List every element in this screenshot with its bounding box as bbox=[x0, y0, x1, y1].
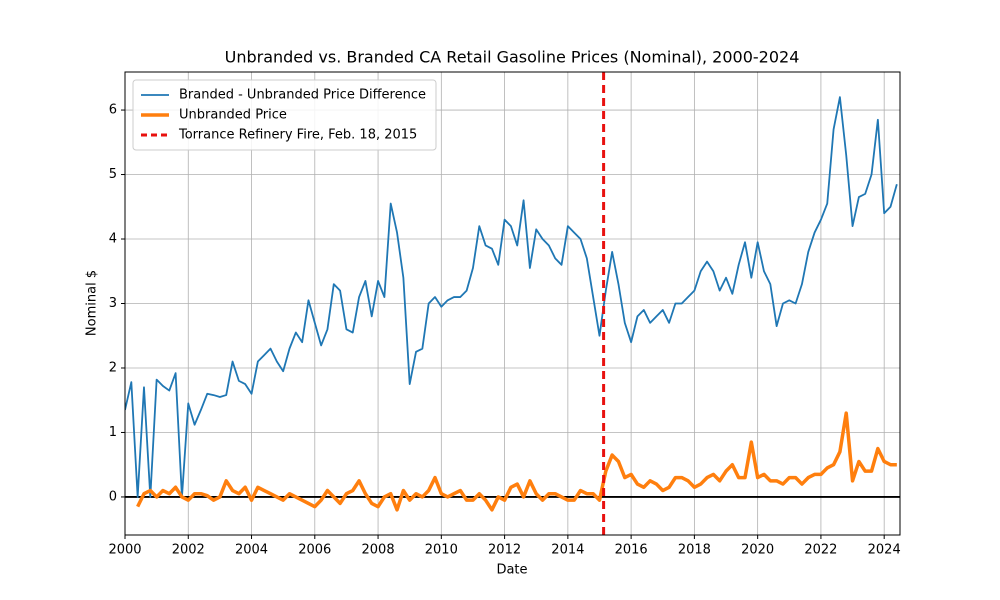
x-tick-label: 2006 bbox=[298, 543, 331, 558]
x-tick-label: 2024 bbox=[868, 543, 901, 558]
legend-label: Branded - Unbranded Price Difference bbox=[179, 88, 426, 103]
y-tick-label: 3 bbox=[109, 296, 117, 311]
y-tick-label: 5 bbox=[109, 167, 117, 182]
chart-title: Unbranded vs. Branded CA Retail Gasoline… bbox=[225, 48, 800, 67]
y-tick-label: 2 bbox=[109, 360, 117, 375]
x-tick-label: 2004 bbox=[235, 543, 268, 558]
x-tick-label: 2000 bbox=[108, 543, 141, 558]
x-axis-label: Date bbox=[496, 563, 527, 578]
x-tick-label: 2022 bbox=[804, 543, 837, 558]
x-tick-label: 2016 bbox=[615, 543, 648, 558]
legend-label: Unbranded Price bbox=[179, 108, 287, 123]
series-line bbox=[125, 96, 898, 498]
y-tick-label: 6 bbox=[109, 103, 117, 118]
y-tick-label: 4 bbox=[109, 232, 117, 247]
y-tick-label: 1 bbox=[109, 425, 117, 440]
x-tick-label: 2018 bbox=[678, 543, 711, 558]
series-line bbox=[136, 411, 897, 512]
x-tick-label: 2010 bbox=[425, 543, 458, 558]
legend-label: Torrance Refinery Fire, Feb. 18, 2015 bbox=[178, 128, 417, 143]
legend bbox=[132, 79, 437, 151]
y-axis-label: Nominal $ bbox=[85, 270, 100, 336]
x-tick-label: 2012 bbox=[488, 543, 521, 558]
x-tick-label: 2020 bbox=[741, 543, 774, 558]
x-tick-label: 2002 bbox=[172, 543, 205, 558]
y-tick-label: 0 bbox=[109, 489, 117, 504]
x-tick-label: 2014 bbox=[551, 543, 584, 558]
plot-frame bbox=[124, 71, 901, 536]
x-tick-label: 2008 bbox=[362, 543, 395, 558]
